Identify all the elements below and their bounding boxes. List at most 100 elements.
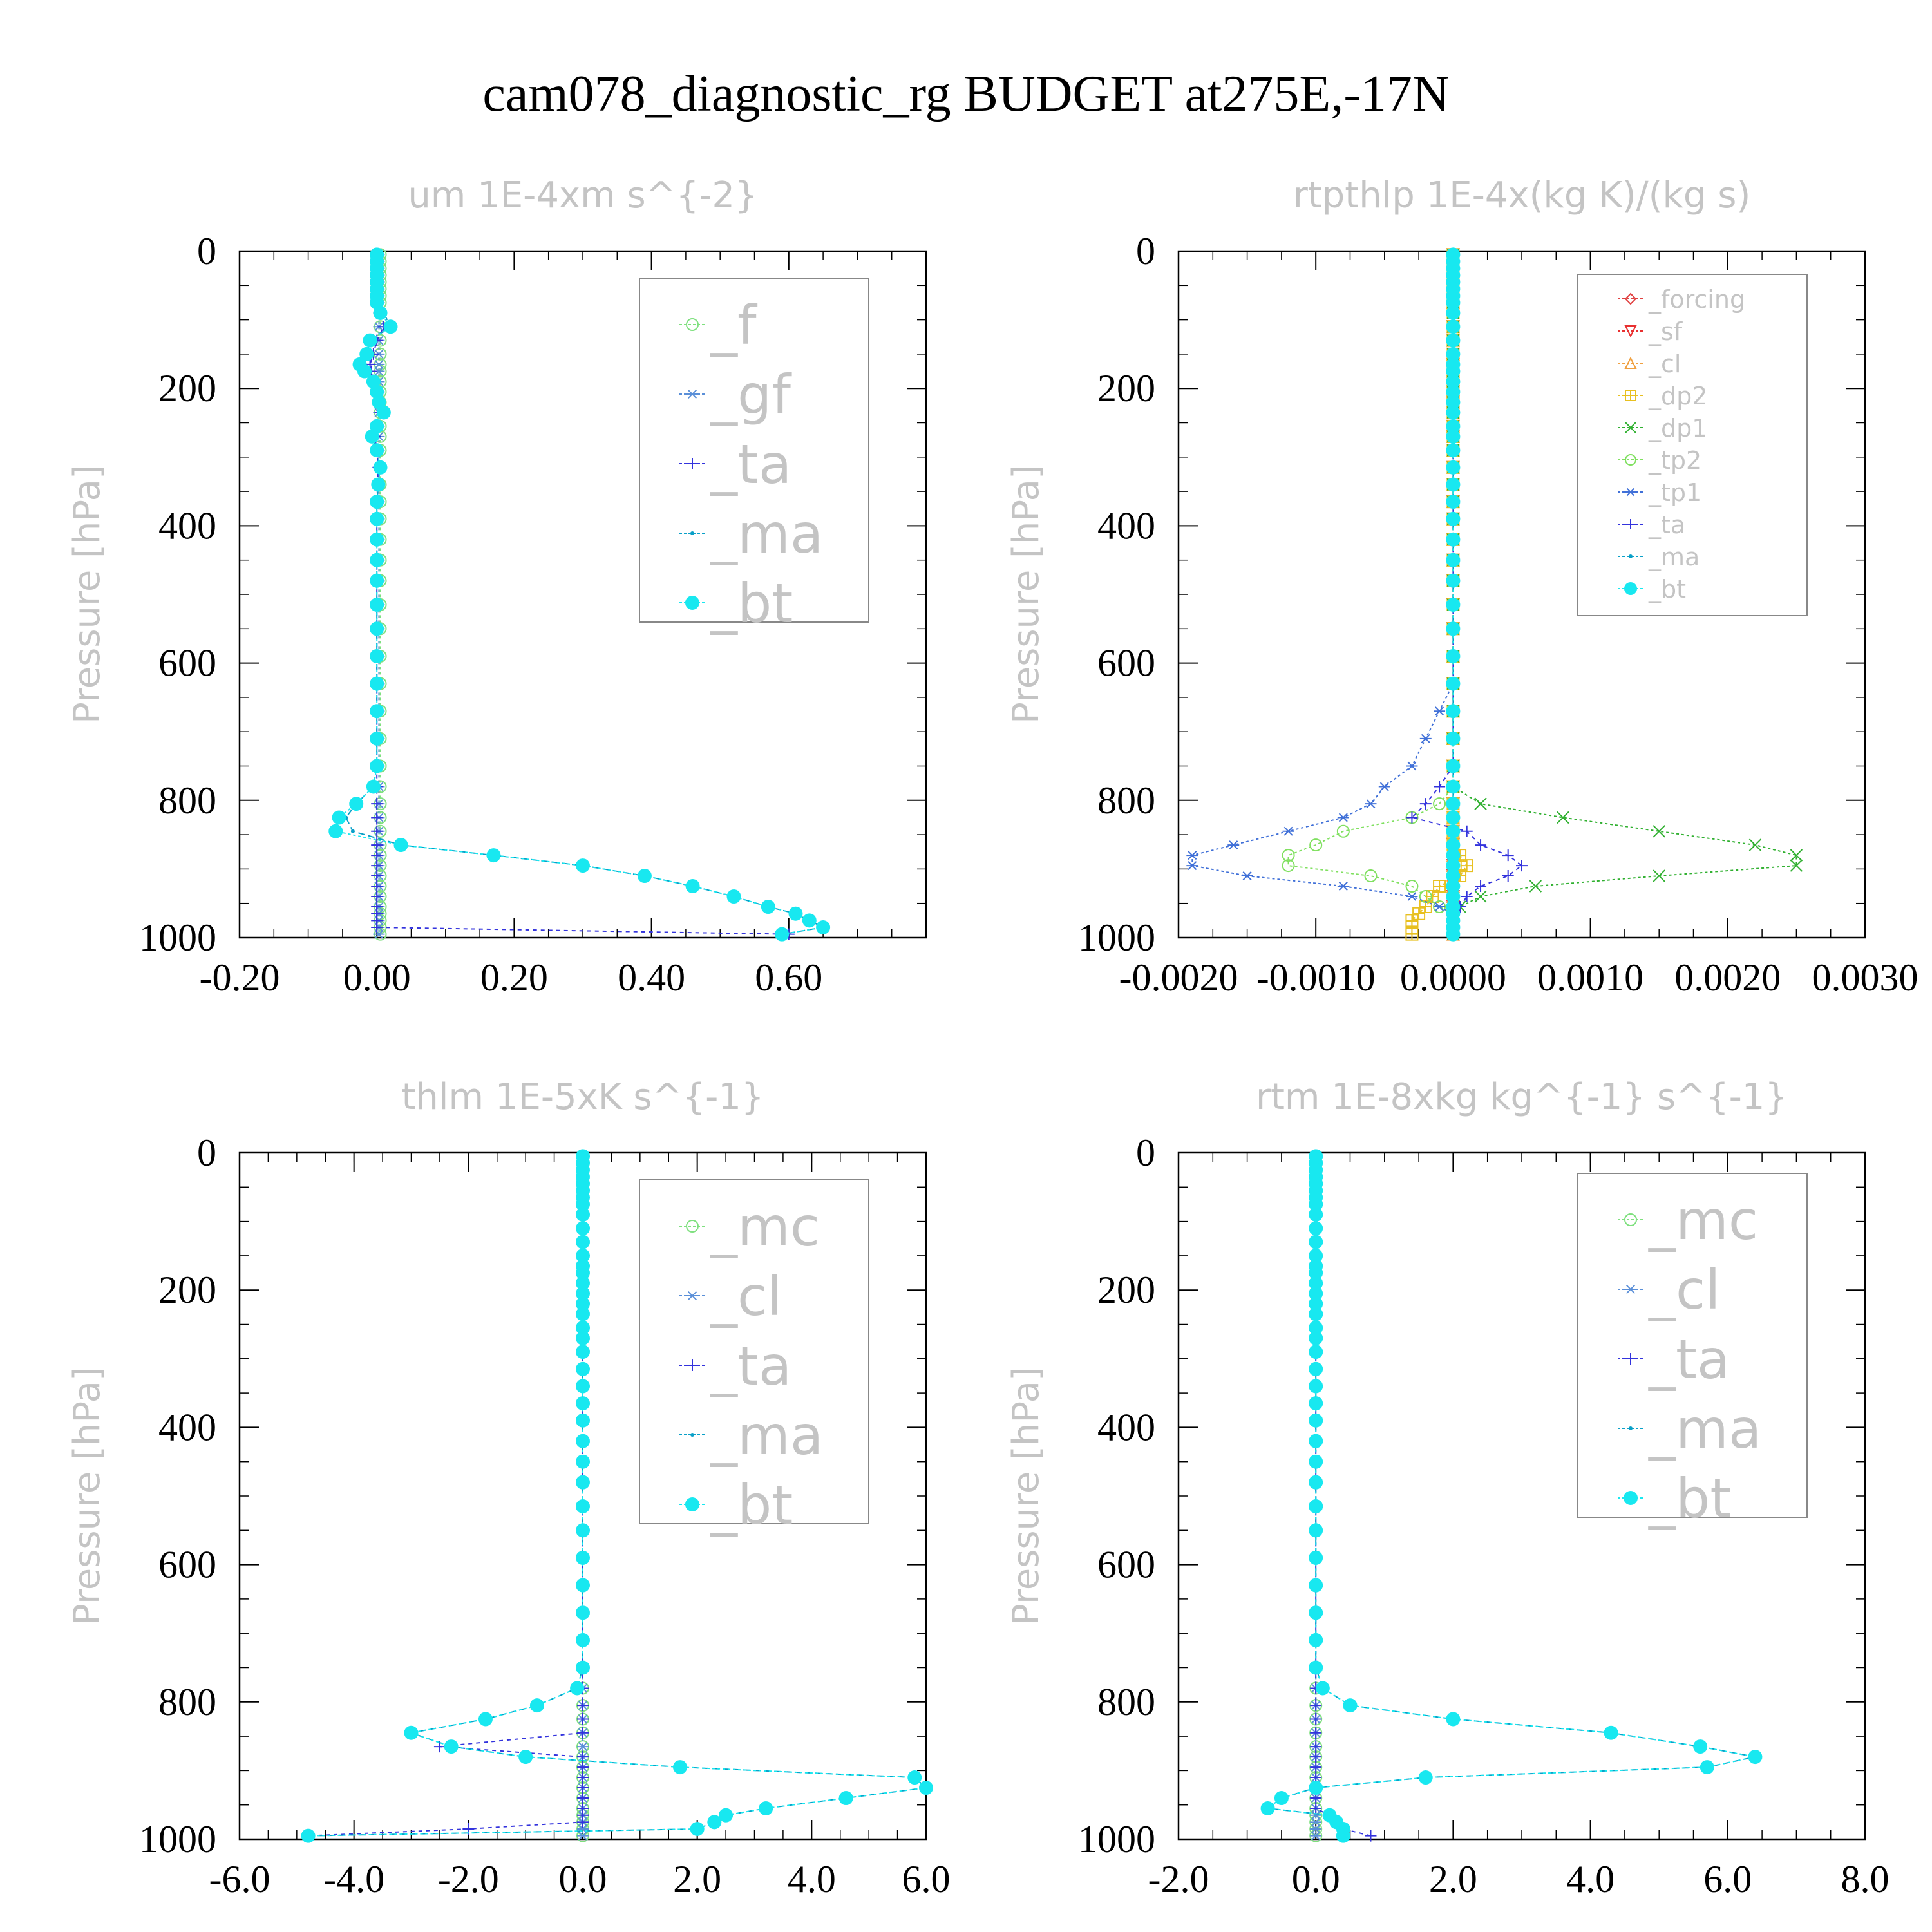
data-point bbox=[301, 1828, 316, 1843]
x-tick-label: 0.60 bbox=[755, 956, 822, 999]
data-point bbox=[1309, 1207, 1323, 1222]
data-point bbox=[1446, 460, 1461, 475]
data-point bbox=[1310, 1713, 1322, 1725]
data-point bbox=[919, 1781, 933, 1795]
data-point bbox=[359, 346, 374, 361]
data-point bbox=[576, 1454, 590, 1469]
legend-marker bbox=[690, 1433, 694, 1437]
data-point bbox=[1309, 1286, 1323, 1301]
data-point bbox=[788, 906, 803, 921]
data-point bbox=[1604, 1725, 1618, 1740]
series-line bbox=[1410, 254, 1523, 934]
data-point bbox=[370, 759, 384, 773]
legend-marker bbox=[685, 1497, 699, 1511]
legend-marker bbox=[1624, 1491, 1638, 1505]
y-tick-label: 600 bbox=[158, 1544, 216, 1586]
legend-marker bbox=[1624, 325, 1637, 338]
data-point bbox=[332, 810, 346, 825]
legend-label: _ta bbox=[1648, 1328, 1730, 1391]
series-line bbox=[1315, 1156, 1371, 1837]
legend-box bbox=[1577, 1173, 1808, 1518]
y-tick-label: 200 bbox=[158, 1269, 216, 1311]
y-tick-label: 800 bbox=[158, 779, 216, 822]
data-point bbox=[707, 1815, 722, 1830]
x-tick-label: 0.0020 bbox=[1674, 956, 1781, 999]
data-point bbox=[1446, 848, 1461, 863]
data-point bbox=[370, 495, 384, 509]
x-tick-label: 0.40 bbox=[618, 956, 685, 999]
data-point bbox=[577, 1782, 589, 1794]
legend-label: _ta bbox=[710, 433, 791, 496]
data-point bbox=[376, 405, 391, 420]
legend-marker bbox=[687, 389, 698, 399]
data-point bbox=[576, 1550, 590, 1565]
data-point bbox=[1365, 799, 1377, 809]
data-point bbox=[577, 1831, 589, 1841]
data-point bbox=[1434, 781, 1446, 793]
legend-marker bbox=[687, 1359, 698, 1371]
data-point bbox=[1475, 839, 1487, 851]
data-point bbox=[1748, 838, 1762, 851]
data-point bbox=[1461, 825, 1473, 837]
legend-label: _forcing bbox=[1648, 285, 1745, 314]
legend-label: _tp2 bbox=[1648, 446, 1701, 475]
legend-label: _dp2 bbox=[1648, 382, 1707, 410]
data-point bbox=[1446, 395, 1461, 410]
data-point bbox=[1474, 890, 1487, 903]
data-point bbox=[1475, 880, 1487, 893]
data-point bbox=[1309, 1221, 1323, 1236]
data-point bbox=[673, 1760, 688, 1775]
data-point bbox=[370, 731, 384, 746]
data-point bbox=[1309, 1296, 1323, 1311]
data-point bbox=[1446, 869, 1461, 884]
data-point bbox=[478, 1712, 493, 1727]
data-point bbox=[1446, 477, 1461, 492]
data-point bbox=[1406, 811, 1418, 824]
data-point bbox=[761, 900, 775, 914]
series-line bbox=[1287, 254, 1454, 934]
legend-label: _gf bbox=[710, 363, 792, 426]
data-point bbox=[1343, 1698, 1358, 1713]
data-point bbox=[1419, 734, 1432, 743]
data-point bbox=[576, 858, 590, 873]
data-point bbox=[1446, 731, 1461, 746]
y-tick-label: 800 bbox=[158, 1681, 216, 1723]
data-point bbox=[373, 929, 385, 939]
data-point bbox=[370, 676, 384, 691]
legend-marker bbox=[685, 596, 699, 610]
data-point bbox=[576, 1265, 590, 1280]
data-point bbox=[1378, 782, 1390, 791]
data-point bbox=[759, 1801, 773, 1816]
legend-marker bbox=[686, 1220, 699, 1233]
data-point bbox=[373, 460, 388, 475]
series-line bbox=[1452, 254, 1797, 934]
legend-label: _ma bbox=[1648, 1397, 1761, 1461]
data-point bbox=[576, 1633, 590, 1647]
y-tick-label: 1000 bbox=[1078, 916, 1155, 959]
y-axis-label: Pressure [hPa] bbox=[66, 465, 108, 724]
data-point bbox=[1309, 1235, 1323, 1249]
data-point bbox=[404, 1725, 419, 1740]
legend-marker bbox=[1624, 292, 1637, 305]
legend-marker bbox=[1625, 1353, 1636, 1365]
data-point bbox=[370, 621, 384, 636]
plot-frame bbox=[1177, 1151, 1866, 1841]
data-point bbox=[1460, 859, 1473, 873]
legend-label: _tp1 bbox=[1648, 478, 1701, 507]
y-axis-label: Pressure [hPa] bbox=[1005, 1367, 1047, 1625]
legend-label: _f bbox=[710, 294, 758, 357]
data-point bbox=[1516, 860, 1528, 872]
data-point bbox=[576, 1207, 590, 1222]
y-tick-label: 800 bbox=[1097, 779, 1155, 822]
legend-label: _cl bbox=[710, 1265, 782, 1328]
data-point bbox=[726, 889, 741, 904]
legend-box bbox=[639, 278, 869, 623]
data-point bbox=[383, 319, 398, 334]
data-point bbox=[1446, 858, 1461, 873]
data-point bbox=[1446, 797, 1461, 811]
data-point bbox=[576, 1235, 590, 1249]
x-tick-label: 8.0 bbox=[1841, 1858, 1889, 1900]
series-line bbox=[1265, 1156, 1756, 1836]
y-tick-label: 600 bbox=[1097, 642, 1155, 685]
